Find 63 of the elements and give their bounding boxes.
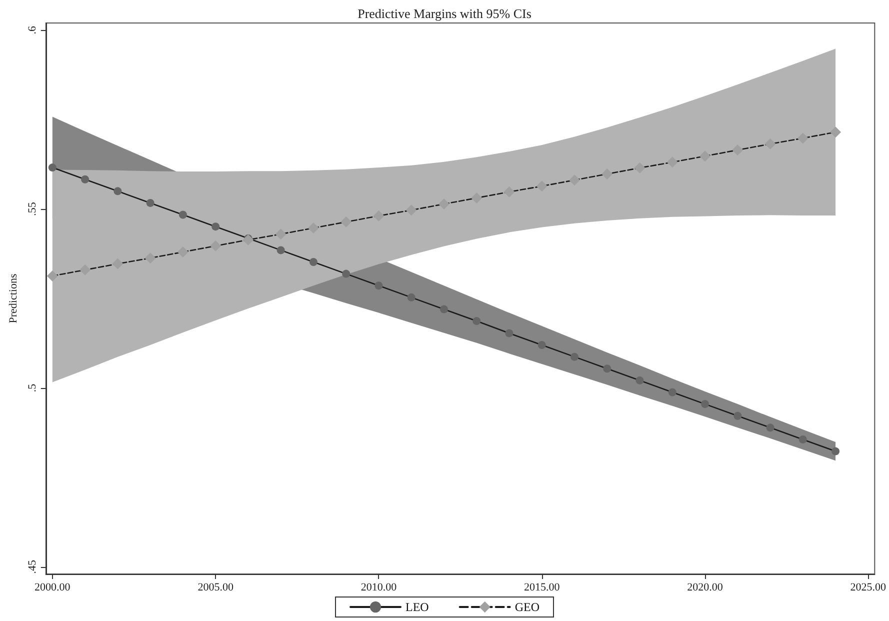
- point: [242, 234, 254, 246]
- point: [832, 447, 840, 456]
- x-tick-label: 2000.00: [34, 582, 71, 594]
- point: [570, 352, 578, 361]
- point: [210, 240, 222, 252]
- point: [406, 204, 417, 216]
- y-tick-label: .5: [26, 383, 38, 392]
- point: [830, 126, 842, 138]
- point: [734, 412, 742, 420]
- y-tick-label: .55: [26, 202, 38, 216]
- point: [797, 132, 808, 144]
- point: [178, 210, 187, 219]
- point: [668, 388, 676, 396]
- point: [46, 270, 58, 282]
- x-tick-label: 2020.00: [687, 582, 724, 594]
- point: [80, 264, 91, 276]
- point: [636, 376, 644, 384]
- y-tick-label: .6: [26, 26, 38, 34]
- point: [438, 198, 450, 210]
- point: [309, 258, 318, 266]
- point: [732, 144, 744, 156]
- point: [373, 210, 384, 222]
- y-tick-label: .45: [26, 559, 38, 574]
- point: [536, 180, 548, 192]
- x-tick-label: 2005.00: [198, 582, 234, 594]
- point: [602, 168, 613, 180]
- point: [374, 282, 383, 290]
- point: [505, 329, 514, 338]
- point: [568, 174, 580, 186]
- point: [342, 270, 350, 278]
- point: [504, 186, 515, 198]
- point: [112, 258, 124, 270]
- chart-title: Predictive Margins with 95% CIs: [358, 6, 532, 21]
- point: [276, 246, 285, 254]
- point: [308, 222, 319, 234]
- point: [146, 198, 154, 207]
- legend-label: LEO: [406, 600, 430, 614]
- point: [177, 246, 188, 258]
- point: [340, 216, 352, 228]
- point: [81, 175, 90, 184]
- point: [144, 252, 156, 264]
- point: [407, 293, 416, 302]
- x-tick-label: 2025.00: [850, 582, 887, 594]
- point: [275, 228, 286, 240]
- x-tick-label: 2015.00: [524, 582, 560, 594]
- y-axis-title: Predictions: [8, 274, 20, 324]
- point: [700, 150, 711, 162]
- point: [471, 192, 482, 204]
- point: [634, 162, 646, 174]
- legend-label: GEO: [514, 600, 540, 614]
- point: [766, 424, 774, 432]
- point: [666, 156, 678, 168]
- point: [48, 164, 56, 172]
- point: [701, 400, 710, 408]
- point: [603, 364, 612, 373]
- point: [472, 317, 481, 326]
- point: [798, 435, 807, 444]
- point: [440, 305, 448, 314]
- x-tick-label: 2010.00: [360, 582, 398, 594]
- point: [212, 222, 220, 231]
- point: [764, 138, 776, 150]
- point: [538, 341, 546, 350]
- point: [114, 187, 122, 196]
